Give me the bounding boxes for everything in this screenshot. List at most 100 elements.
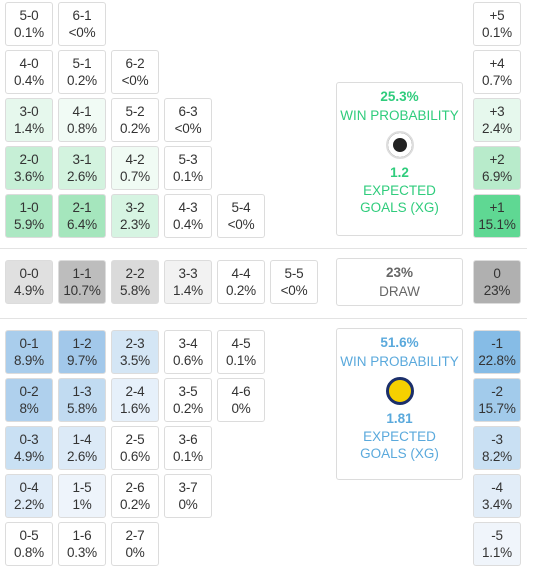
probability: 2.4% xyxy=(482,121,512,136)
score-cell: 3-7 0% xyxy=(164,474,212,518)
probability: 8.9% xyxy=(14,353,44,368)
score: 3-3 xyxy=(178,266,198,281)
score: -5 xyxy=(491,528,503,543)
probability: 0.1% xyxy=(14,25,44,40)
score-cell: 5-2 0.2% xyxy=(111,98,159,142)
score-cell: 2-1 6.4% xyxy=(58,194,106,238)
probability: <0% xyxy=(121,73,149,88)
score-cell: 3-1 2.6% xyxy=(58,146,106,190)
score-cell: 6-2 <0% xyxy=(111,50,159,94)
score: 3-1 xyxy=(72,152,92,167)
score-cell: 6-1 <0% xyxy=(58,2,106,46)
score: 6-1 xyxy=(72,8,92,23)
score-cell: -2 15.7% xyxy=(473,378,521,422)
score-cell: 1-2 9.7% xyxy=(58,330,106,374)
score-cell: 2-3 3.5% xyxy=(111,330,159,374)
score: 6-2 xyxy=(125,56,145,71)
score-cell: 0-2 8% xyxy=(5,378,53,422)
score: 1-3 xyxy=(72,384,92,399)
score-cell: 4-4 0.2% xyxy=(217,260,265,304)
team-logo xyxy=(385,377,414,405)
score-cell: 0-0 4.9% xyxy=(5,260,53,304)
probability: 6.9% xyxy=(482,169,512,184)
score-cell: 5-4 <0% xyxy=(217,194,265,238)
probability: 0.4% xyxy=(173,217,203,232)
score-cell: 2-2 5.8% xyxy=(111,260,159,304)
win-label: WIN PROBABILITY xyxy=(340,354,459,369)
score: -3 xyxy=(491,432,503,447)
expected-goals: 1.2 xyxy=(390,165,409,180)
probability: 0.2% xyxy=(67,73,97,88)
probability: <0% xyxy=(174,121,202,136)
probability: 0.2% xyxy=(120,497,150,512)
score-cell: +3 2.4% xyxy=(473,98,521,142)
probability: 0.2% xyxy=(120,121,150,136)
score: 2-2 xyxy=(125,266,145,281)
probability: 1.4% xyxy=(173,283,203,298)
score-cell: -5 1.1% xyxy=(473,522,521,566)
probability: <0% xyxy=(280,283,308,298)
score-cell: 6-3 <0% xyxy=(164,98,212,142)
score-cell: 1-6 0.3% xyxy=(58,522,106,566)
probability: 0.7% xyxy=(482,73,512,88)
score: 4-2 xyxy=(125,152,145,167)
score-cell: 4-2 0.7% xyxy=(111,146,159,190)
score: 0-3 xyxy=(19,432,39,447)
score: 2-7 xyxy=(125,528,145,543)
win-probability: 23% xyxy=(385,265,414,280)
score: 4-5 xyxy=(231,336,251,351)
score-cell: 2-0 3.6% xyxy=(5,146,53,190)
probability: 2.3% xyxy=(120,217,150,232)
score-cell: +2 6.9% xyxy=(473,146,521,190)
probability: 4.9% xyxy=(14,283,44,298)
probability: 5.8% xyxy=(120,283,150,298)
score: +1 xyxy=(489,200,505,215)
probability: 22.8% xyxy=(478,353,516,368)
score: 0-5 xyxy=(19,528,39,543)
score-cell: 1-1 10.7% xyxy=(58,260,106,304)
score: 1-5 xyxy=(72,480,92,495)
score-cell: 4-5 0.1% xyxy=(217,330,265,374)
score: 4-4 xyxy=(231,266,251,281)
score-cell: 3-6 0.1% xyxy=(164,426,212,470)
score: 0-4 xyxy=(19,480,39,495)
score: -1 xyxy=(491,336,503,351)
separator xyxy=(0,318,527,319)
probability: 0.1% xyxy=(482,25,512,40)
score: 5-2 xyxy=(125,104,145,119)
expected-goals-label: EXPECTED GOALS (XG) xyxy=(360,183,439,215)
score: 4-3 xyxy=(178,200,198,215)
score-cell: 5-3 0.1% xyxy=(164,146,212,190)
score-cell: 5-0 0.1% xyxy=(5,2,53,46)
score-cell: 1-3 5.8% xyxy=(58,378,106,422)
probability: 0.6% xyxy=(173,353,203,368)
probability: 15.1% xyxy=(478,217,516,232)
probability: 0.3% xyxy=(67,545,97,560)
score: 3-0 xyxy=(19,104,39,119)
separator xyxy=(0,248,527,249)
win-label: DRAW xyxy=(379,284,420,299)
probability: 2.6% xyxy=(67,449,97,464)
score: 1-4 xyxy=(72,432,92,447)
probability: 23% xyxy=(483,283,511,298)
score-cell: 5-1 0.2% xyxy=(58,50,106,94)
probability: 1.6% xyxy=(120,401,150,416)
score-cell: 4-6 0% xyxy=(217,378,265,422)
score-cell: -1 22.8% xyxy=(473,330,521,374)
probability: 2.6% xyxy=(67,169,97,184)
probability: 2.2% xyxy=(14,497,44,512)
score: 2-6 xyxy=(125,480,145,495)
probability: 0.7% xyxy=(120,169,150,184)
score-cell: 1-4 2.6% xyxy=(58,426,106,470)
score: 2-1 xyxy=(72,200,92,215)
score: +3 xyxy=(489,104,505,119)
probability: 5.8% xyxy=(67,401,97,416)
score-cell: 0-4 2.2% xyxy=(5,474,53,518)
score: 2-3 xyxy=(125,336,145,351)
probability: 1.4% xyxy=(14,121,44,136)
probability: 0.8% xyxy=(67,121,97,136)
score-cell: 0-1 8.9% xyxy=(5,330,53,374)
probability: <0% xyxy=(227,217,255,232)
probability: 6.4% xyxy=(67,217,97,232)
score: 5-1 xyxy=(72,56,92,71)
